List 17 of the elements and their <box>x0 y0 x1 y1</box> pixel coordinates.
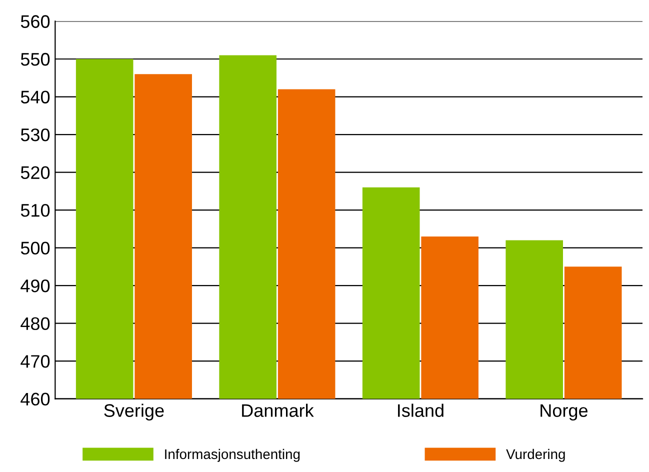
y-tick-label: 550 <box>20 52 50 66</box>
y-tick-label: 530 <box>20 128 50 142</box>
y-tick-label: 480 <box>20 317 50 330</box>
x-tick-label: Sverige <box>104 404 164 421</box>
y-tick-label: 540 <box>20 90 50 104</box>
legend-label: Informasjonsuthenting <box>165 448 300 462</box>
y-tick-label: 470 <box>20 355 50 368</box>
y-tick-label: 520 <box>20 166 50 179</box>
y-tick-label: 460 <box>20 392 50 406</box>
x-tick-label: Island <box>398 404 444 417</box>
legend-label: Vurdering <box>506 448 565 462</box>
y-tick-label: 500 <box>20 242 50 255</box>
y-tick-label: 510 <box>20 204 50 217</box>
y-tick-label: 560 <box>20 15 50 28</box>
x-tick-label: Danmark <box>242 404 314 417</box>
x-tick-label: Norge <box>540 404 588 421</box>
y-tick-label: 490 <box>20 279 50 292</box>
